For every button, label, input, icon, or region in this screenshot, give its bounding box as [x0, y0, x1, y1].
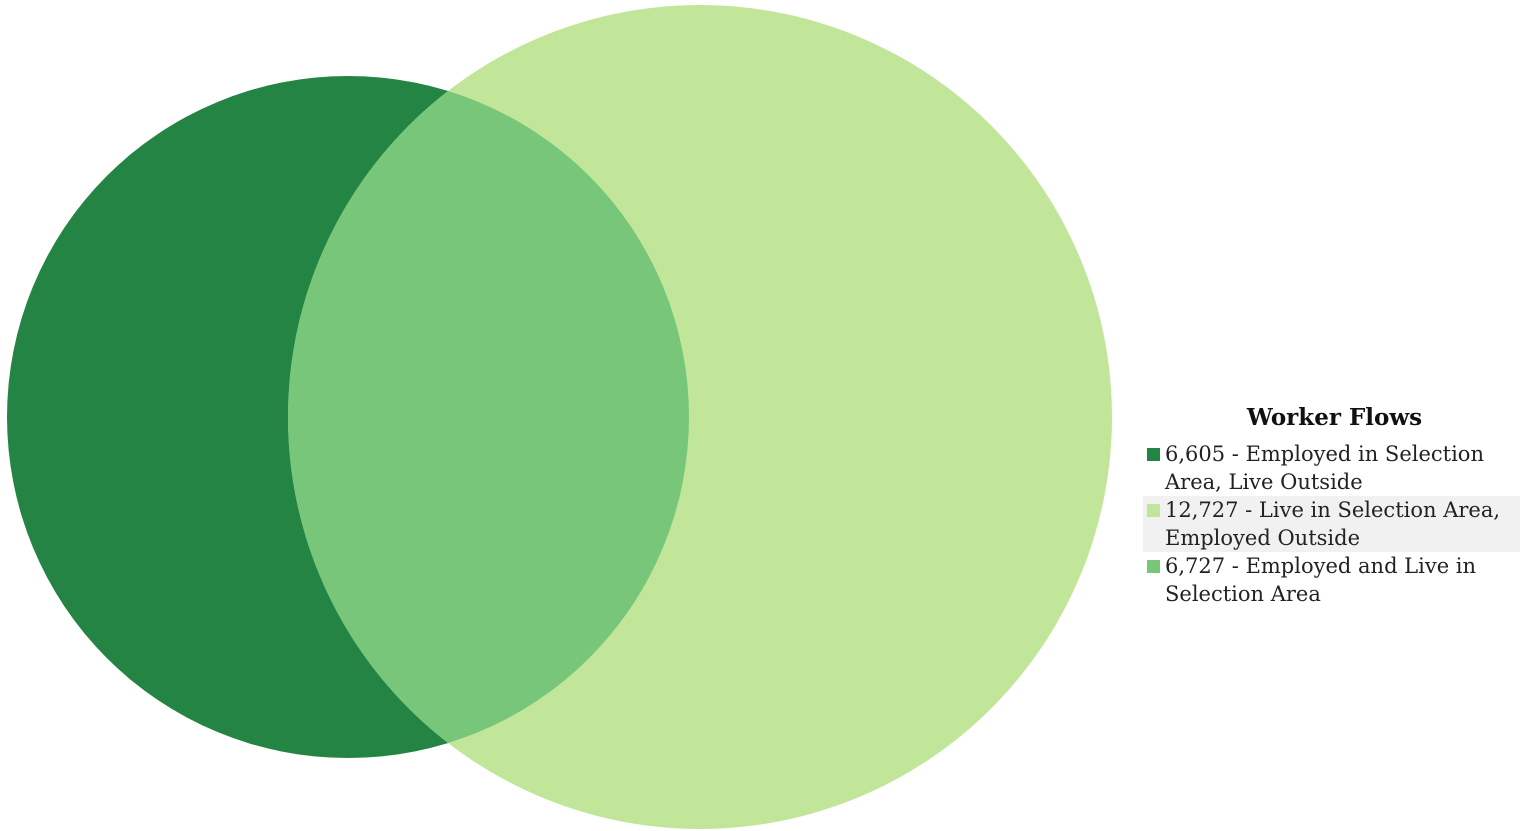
legend-swatch [1147, 560, 1160, 573]
legend-item-live-outside[interactable]: 12,727 - Live in Selection Area, Employe… [1143, 496, 1520, 552]
legend-item-label: 12,727 - Live in Selection Area, Employe… [1165, 498, 1501, 550]
legend-item-employed-outside[interactable]: 6,605 - Employed in Selection Area, Live… [1143, 440, 1520, 496]
legend-swatch [1147, 448, 1160, 461]
legend: Worker Flows 6,605 - Employed in Selecti… [1143, 404, 1520, 608]
overlap-region[interactable] [288, 5, 1112, 829]
legend-item-label: 6,727 - Employed and Live in Selection A… [1165, 554, 1477, 606]
legend-item-employed-and-live[interactable]: 6,727 - Employed and Live in Selection A… [1143, 552, 1520, 608]
legend-title: Worker Flows [1246, 404, 1423, 431]
venn-chart [7, 5, 1112, 829]
legend-item-label: 6,605 - Employed in Selection Area, Live… [1165, 442, 1484, 494]
legend-swatch [1147, 504, 1160, 517]
